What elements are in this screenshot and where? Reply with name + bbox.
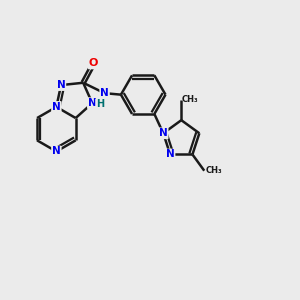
Text: N: N [52, 102, 61, 112]
Text: N: N [88, 98, 97, 108]
Text: N: N [57, 80, 65, 90]
Text: O: O [89, 58, 98, 68]
Text: H: H [96, 100, 104, 110]
Text: N: N [52, 146, 61, 157]
Text: N: N [166, 149, 175, 160]
Text: N: N [100, 88, 109, 98]
Text: N: N [159, 128, 168, 138]
Text: CH₃: CH₃ [206, 166, 222, 175]
Text: CH₃: CH₃ [182, 95, 199, 104]
